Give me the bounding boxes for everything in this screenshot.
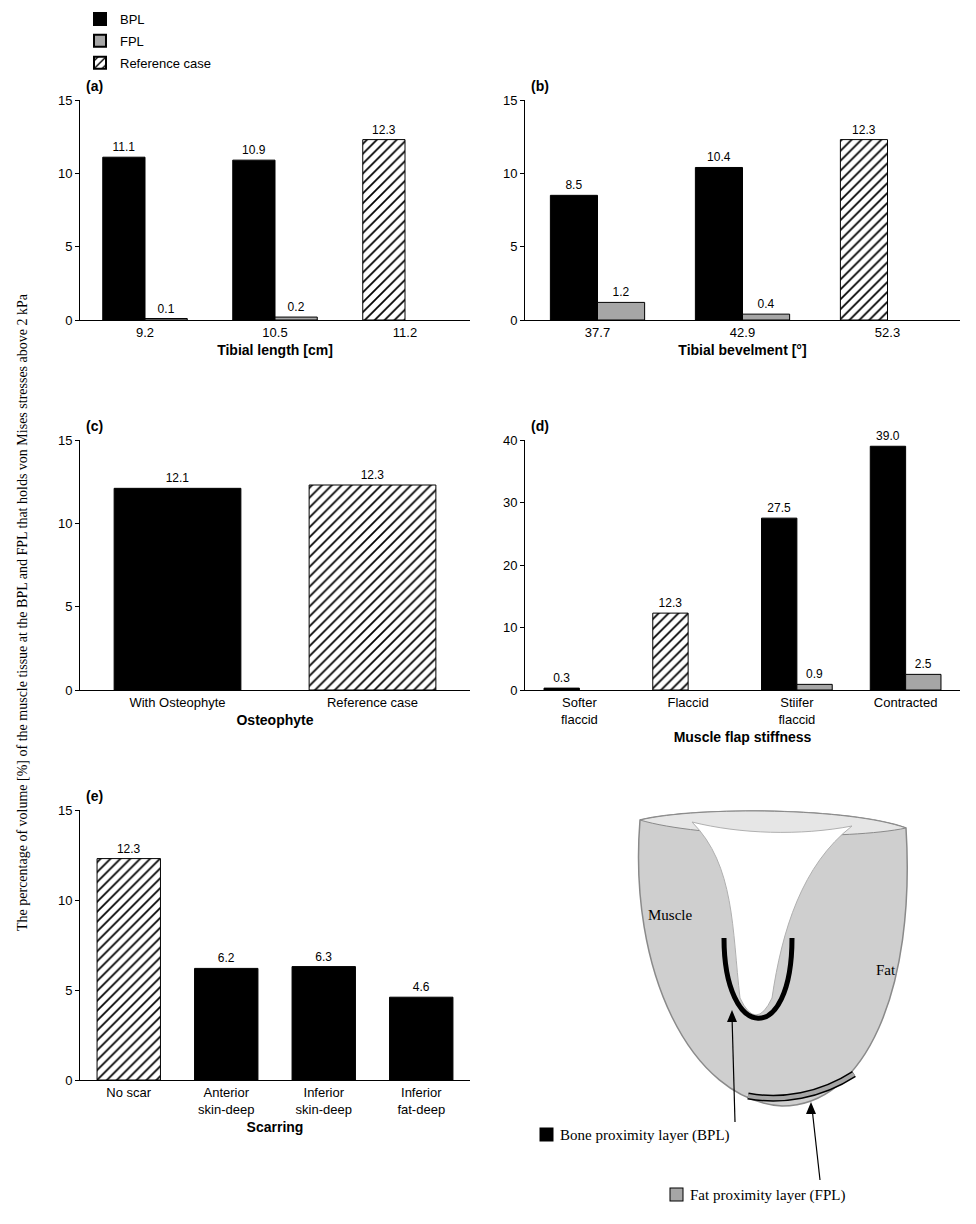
svg-text:5: 5 [65, 983, 72, 998]
svg-text:15: 15 [58, 803, 72, 818]
svg-text:5: 5 [65, 239, 72, 254]
svg-text:The percentage of volume [%] o: The percentage of volume [%] of the musc… [15, 293, 30, 931]
svg-text:10: 10 [58, 166, 72, 181]
svg-text:6.3: 6.3 [315, 950, 332, 964]
svg-text:10: 10 [503, 166, 517, 181]
svg-text:40: 40 [503, 433, 517, 448]
svg-text:15: 15 [58, 433, 72, 448]
svg-text:0.9: 0.9 [806, 667, 823, 681]
svg-text:(b): (b) [531, 78, 549, 94]
svg-text:Muscle: Muscle [648, 907, 693, 923]
svg-text:39.0: 39.0 [876, 429, 900, 443]
svg-text:0.4: 0.4 [758, 297, 775, 311]
svg-text:37.7: 37.7 [585, 325, 610, 340]
svg-text:Tibial bevelment [°]: Tibial bevelment [°] [678, 342, 806, 358]
svg-text:Reference case: Reference case [327, 695, 418, 710]
svg-text:10: 10 [503, 620, 517, 635]
svg-text:0: 0 [65, 313, 72, 328]
svg-text:Softerflaccid: Softerflaccid [561, 695, 598, 727]
svg-text:Reference case: Reference case [120, 56, 211, 71]
svg-text:0: 0 [65, 683, 72, 698]
svg-text:15: 15 [503, 93, 517, 108]
svg-text:Fat proximity layer (FPL): Fat proximity layer (FPL) [690, 1187, 845, 1204]
svg-text:10.9: 10.9 [242, 143, 266, 157]
svg-text:1.2: 1.2 [613, 285, 630, 299]
svg-text:With Osteophyte: With Osteophyte [129, 695, 225, 710]
svg-text:(a): (a) [86, 78, 103, 94]
svg-text:5: 5 [65, 599, 72, 614]
svg-text:11.1: 11.1 [112, 140, 135, 154]
svg-text:11.2: 11.2 [393, 325, 417, 340]
svg-text:12.3: 12.3 [372, 123, 396, 137]
svg-text:(c): (c) [86, 418, 103, 434]
svg-text:(e): (e) [86, 788, 103, 804]
svg-text:Tibial length [cm]: Tibial length [cm] [217, 342, 333, 358]
svg-text:(d): (d) [531, 418, 549, 434]
svg-text:0: 0 [510, 313, 517, 328]
svg-text:27.5: 27.5 [767, 501, 791, 515]
svg-text:8.5: 8.5 [565, 178, 582, 192]
svg-text:Stiiferflaccid: Stiiferflaccid [778, 695, 815, 727]
svg-text:FPL: FPL [120, 34, 144, 49]
svg-text:2.5: 2.5 [915, 657, 932, 671]
svg-text:9.2: 9.2 [136, 325, 154, 340]
svg-text:12.1: 12.1 [166, 471, 190, 485]
svg-text:Inferiorfat-deep: Inferiorfat-deep [397, 1085, 445, 1117]
svg-text:20: 20 [503, 558, 517, 573]
svg-text:42.9: 42.9 [730, 325, 755, 340]
svg-text:12.3: 12.3 [659, 596, 683, 610]
svg-text:52.3: 52.3 [875, 325, 900, 340]
svg-text:10.5: 10.5 [262, 325, 287, 340]
svg-text:0.2: 0.2 [288, 300, 305, 314]
svg-text:Contracted: Contracted [874, 695, 938, 710]
svg-text:6.2: 6.2 [218, 951, 235, 965]
svg-text:12.3: 12.3 [361, 468, 385, 482]
svg-text:12.3: 12.3 [117, 842, 141, 856]
svg-text:Inferiorskin-deep: Inferiorskin-deep [296, 1085, 352, 1117]
svg-text:Muscle flap stiffness: Muscle flap stiffness [674, 729, 812, 745]
svg-text:Fat: Fat [876, 962, 896, 978]
svg-text:Osteophyte: Osteophyte [236, 712, 313, 728]
svg-text:30: 30 [503, 495, 517, 510]
svg-text:Anteriorskin-deep: Anteriorskin-deep [198, 1085, 254, 1117]
svg-text:10: 10 [58, 893, 72, 908]
svg-text:No scar: No scar [106, 1085, 151, 1100]
svg-text:Scarring: Scarring [247, 1119, 304, 1135]
svg-text:4.6: 4.6 [413, 980, 430, 994]
svg-text:0.3: 0.3 [553, 671, 570, 685]
svg-text:0.1: 0.1 [158, 302, 175, 316]
svg-text:15: 15 [58, 93, 72, 108]
svg-text:Flaccid: Flaccid [668, 695, 709, 710]
svg-text:0: 0 [510, 683, 517, 698]
svg-text:5: 5 [510, 239, 517, 254]
svg-text:10.4: 10.4 [707, 150, 731, 164]
svg-text:0: 0 [65, 1073, 72, 1088]
svg-text:Bone proximity layer (BPL): Bone proximity layer (BPL) [560, 1127, 730, 1144]
svg-text:12.3: 12.3 [852, 123, 876, 137]
svg-text:BPL: BPL [120, 12, 145, 27]
svg-text:10: 10 [58, 516, 72, 531]
